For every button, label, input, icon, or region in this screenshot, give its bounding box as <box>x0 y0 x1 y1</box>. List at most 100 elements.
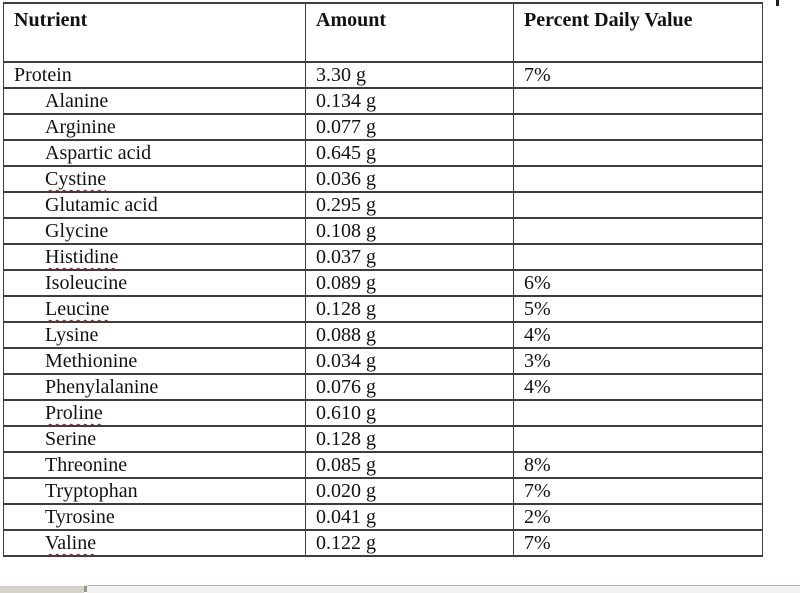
nutrient-cell: Protein <box>3 61 306 89</box>
amount-cell: 0.128 g <box>305 295 514 323</box>
nutrient-cell: Cystine <box>3 165 306 193</box>
column-header-percent-daily-value: Percent Daily Value <box>513 2 763 63</box>
text-cursor-mark <box>776 0 779 6</box>
amount-cell: 0.085 g <box>305 451 514 479</box>
nutrient-name: Methionine <box>45 350 138 372</box>
nutrient-name: Tryptophan <box>45 480 138 502</box>
nutrient-cell: Tyrosine <box>3 503 306 531</box>
nutrient-cell: Alanine <box>3 87 306 115</box>
nutrient-table: Nutrient Amount Percent Daily Value Prot… <box>3 2 763 557</box>
table-row: Alanine 0.134 g <box>3 87 763 115</box>
scrollbar-left-gutter[interactable] <box>0 586 84 593</box>
percent-daily-value-cell: 4% <box>513 373 763 401</box>
table-row: Threonine 0.085 g 8% <box>3 451 763 479</box>
nutrient-cell: Methionine <box>3 347 306 375</box>
amount-cell: 0.088 g <box>305 321 514 349</box>
percent-daily-value-cell <box>513 399 763 427</box>
amount-cell: 0.041 g <box>305 503 514 531</box>
nutrient-name: Cystine <box>45 168 107 190</box>
nutrient-cell: Threonine <box>3 451 306 479</box>
horizontal-scrollbar[interactable] <box>0 584 800 593</box>
nutrient-cell: Serine <box>3 425 306 453</box>
nutrient-name: Aspartic acid <box>45 142 152 164</box>
table-row: Methionine 0.034 g 3% <box>3 347 763 375</box>
table-row: Arginine 0.077 g <box>3 113 763 141</box>
nutrient-name: Glutamic acid <box>45 194 158 216</box>
nutrient-cell: Glutamic acid <box>3 191 306 219</box>
amount-cell: 0.134 g <box>305 87 514 115</box>
nutrient-name: Isoleucine <box>45 272 128 294</box>
nutrient-cell: Arginine <box>3 113 306 141</box>
nutrient-name: Histidine <box>45 246 119 268</box>
nutrient-cell: Phenylalanine <box>3 373 306 401</box>
nutrient-name: Tyrosine <box>45 506 115 528</box>
table-row: Histidine 0.037 g <box>3 243 763 271</box>
nutrient-cell: Lysine <box>3 321 306 349</box>
scrollbar-split-handle[interactable] <box>84 586 87 592</box>
percent-daily-value-cell <box>513 113 763 141</box>
amount-cell: 0.089 g <box>305 269 514 297</box>
amount-cell: 0.076 g <box>305 373 514 401</box>
nutrient-name: Serine <box>45 428 97 450</box>
amount-cell: 0.128 g <box>305 425 514 453</box>
nutrient-name: Proline <box>45 402 103 424</box>
nutrient-cell: Glycine <box>3 217 306 245</box>
nutrient-name: Alanine <box>45 90 109 112</box>
table-row: Lysine 0.088 g 4% <box>3 321 763 349</box>
percent-daily-value-cell <box>513 139 763 167</box>
percent-daily-value-cell: 2% <box>513 503 763 531</box>
amount-cell: 0.295 g <box>305 191 514 219</box>
table-row: Tyrosine 0.041 g 2% <box>3 503 763 531</box>
nutrient-cell: Histidine <box>3 243 306 271</box>
column-header-nutrient: Nutrient <box>3 2 306 63</box>
amount-cell: 0.610 g <box>305 399 514 427</box>
nutrient-name: Glycine <box>45 220 109 242</box>
percent-daily-value-cell <box>513 217 763 245</box>
nutrient-name: Arginine <box>45 116 116 138</box>
table-row: Glutamic acid 0.295 g <box>3 191 763 219</box>
percent-daily-value-cell: 8% <box>513 451 763 479</box>
nutrient-name: Threonine <box>45 454 128 476</box>
column-header-amount: Amount <box>305 2 514 63</box>
table-row: Glycine 0.108 g <box>3 217 763 245</box>
table-row: Cystine 0.036 g <box>3 165 763 193</box>
amount-cell: 0.020 g <box>305 477 514 505</box>
percent-daily-value-cell: 6% <box>513 269 763 297</box>
nutrient-name: Phenylalanine <box>45 376 159 398</box>
percent-daily-value-cell <box>513 425 763 453</box>
nutrient-name: Protein <box>14 64 72 86</box>
amount-cell: 0.645 g <box>305 139 514 167</box>
percent-daily-value-cell: 5% <box>513 295 763 323</box>
percent-daily-value-cell <box>513 243 763 271</box>
table-row: Tryptophan 0.020 g 7% <box>3 477 763 505</box>
nutrient-cell: Valine <box>3 529 306 557</box>
table-row: Serine 0.128 g <box>3 425 763 453</box>
nutrient-cell: Aspartic acid <box>3 139 306 167</box>
nutrient-name: Lysine <box>45 324 99 346</box>
percent-daily-value-cell: 7% <box>513 61 763 89</box>
nutrient-cell: Isoleucine <box>3 269 306 297</box>
nutrient-cell: Tryptophan <box>3 477 306 505</box>
nutrient-name: Leucine <box>45 298 110 320</box>
percent-daily-value-cell <box>513 87 763 115</box>
table-row: Leucine 0.128 g 5% <box>3 295 763 323</box>
amount-cell: 0.077 g <box>305 113 514 141</box>
amount-cell: 0.034 g <box>305 347 514 375</box>
percent-daily-value-cell: 3% <box>513 347 763 375</box>
amount-cell: 0.037 g <box>305 243 514 271</box>
amount-cell: 0.036 g <box>305 165 514 193</box>
amount-cell: 0.108 g <box>305 217 514 245</box>
header-row: Nutrient Amount Percent Daily Value <box>3 2 763 63</box>
table-row: Proline 0.610 g <box>3 399 763 427</box>
percent-daily-value-cell <box>513 191 763 219</box>
percent-daily-value-cell: 7% <box>513 477 763 505</box>
table-row: Aspartic acid 0.645 g <box>3 139 763 167</box>
percent-daily-value-cell: 4% <box>513 321 763 349</box>
percent-daily-value-cell: 7% <box>513 529 763 557</box>
table-row: Valine 0.122 g 7% <box>3 529 763 557</box>
table-row: Phenylalanine 0.076 g 4% <box>3 373 763 401</box>
scrollbar-track[interactable] <box>87 585 800 593</box>
amount-cell: 3.30 g <box>305 61 514 89</box>
nutrient-cell: Proline <box>3 399 306 427</box>
amount-cell: 0.122 g <box>305 529 514 557</box>
